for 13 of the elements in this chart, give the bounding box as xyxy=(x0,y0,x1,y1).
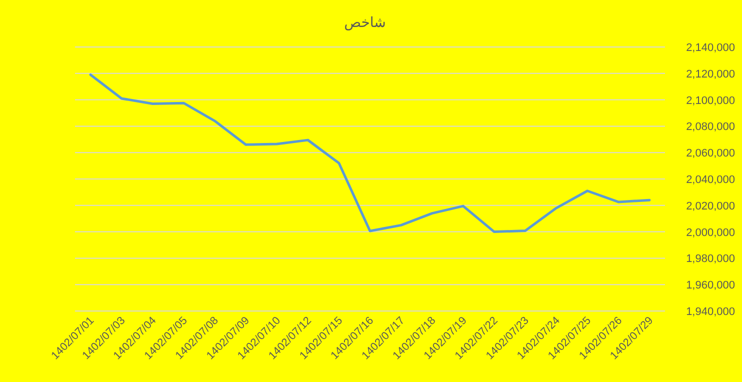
y-tick-label: 2,020,000 xyxy=(686,200,735,212)
y-tick-label: 2,120,000 xyxy=(686,68,735,80)
y-tick-label: 2,000,000 xyxy=(686,226,735,239)
title: شاخص xyxy=(344,15,386,31)
y-tick-label: 2,040,000 xyxy=(686,174,735,186)
y-tick-label: 1,940,000 xyxy=(686,306,735,318)
line-series xyxy=(89,73,651,234)
y-tick-label: 2,060,000 xyxy=(686,148,735,160)
y-tick-label: 1,980,000 xyxy=(686,253,735,266)
y-tick-label: 1,960,000 xyxy=(686,280,735,292)
y-tick-label: 2,140,000 xyxy=(686,42,735,54)
y-tick-label: 2,080,000 xyxy=(686,121,735,134)
y-tick-label: 2,100,000 xyxy=(686,94,735,107)
